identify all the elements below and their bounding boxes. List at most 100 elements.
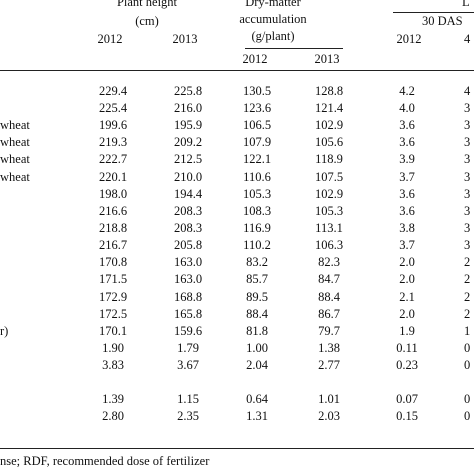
header-lai-rule xyxy=(393,12,474,13)
cell-dm-2012: 122.1 xyxy=(242,152,272,166)
cell-ph-2012: 172.5 xyxy=(98,307,128,321)
cell-ph-2012: 170.8 xyxy=(98,255,128,269)
cell-dm-2013: 118.9 xyxy=(315,152,343,166)
row-label: wheat xyxy=(0,118,30,132)
cell-dm-2013: 86.7 xyxy=(318,307,340,321)
header-lai-top: L xyxy=(462,0,470,9)
cell-dm-2013: 105.6 xyxy=(314,135,344,149)
cell-lai-2012: 0.15 xyxy=(396,409,418,423)
cell-dm-2013: 102.9 xyxy=(314,118,344,132)
cell-ph-2012: 225.4 xyxy=(98,101,128,115)
cell-ph-2013: 1.15 xyxy=(177,392,199,406)
cell-dm-2012: 88.4 xyxy=(246,307,268,321)
cell-lai-2013: 2 xyxy=(464,272,471,286)
cell-dm-2013: 107.5 xyxy=(314,170,344,184)
cell-lai-2013: 2 xyxy=(464,255,471,269)
header-plant-height-unit: (cm) xyxy=(135,14,159,28)
cell-dm-2012: 130.5 xyxy=(242,84,272,98)
cell-ph-2013: 2.35 xyxy=(177,409,199,423)
cell-dm-2012: 83.2 xyxy=(246,255,268,269)
cell-lai-2013: 1 xyxy=(464,324,471,338)
cell-ph-2012: 216.6 xyxy=(98,204,128,218)
cell-ph-2012: 219.3 xyxy=(98,135,128,149)
header-lai-sub: 30 DAS xyxy=(422,14,463,28)
cell-dm-2013: 105.3 xyxy=(314,204,344,218)
cell-dm-2013: 106.3 xyxy=(314,238,344,252)
header-bottom-rule xyxy=(0,70,474,71)
header-year-lai-2013: 4 xyxy=(464,32,471,46)
cell-lai-2013: 3 xyxy=(464,204,471,218)
cell-lai-2012: 3.9 xyxy=(399,152,415,166)
cell-ph-2013: 195.9 xyxy=(173,118,203,132)
cell-dm-2012: 106.5 xyxy=(242,118,272,132)
header-dry-matter: Dry-matter xyxy=(245,0,301,9)
cell-ph-2013: 165.8 xyxy=(173,307,203,321)
cell-lai-2012: 4.0 xyxy=(399,101,415,115)
cell-dm-2013: 121.4 xyxy=(314,101,344,115)
cell-ph-2012: 171.5 xyxy=(98,272,128,286)
cell-lai-2012: 0.23 xyxy=(396,358,418,372)
cell-lai-2013: 3 xyxy=(464,118,471,132)
cell-ph-2013: 1.79 xyxy=(177,341,199,355)
table-bottom-rule xyxy=(0,448,474,449)
cell-ph-2013: 194.4 xyxy=(173,187,203,201)
cell-dm-2012: 2.04 xyxy=(246,358,268,372)
header-plant-height: Plant height xyxy=(116,0,178,9)
cell-dm-2012: 1.00 xyxy=(246,341,268,355)
cell-dm-2012: 110.6 xyxy=(243,170,271,184)
cell-lai-2012: 3.6 xyxy=(399,204,415,218)
cell-lai-2013: 0 xyxy=(464,392,471,406)
cell-dm-2012: 108.3 xyxy=(242,204,272,218)
cell-ph-2013: 159.6 xyxy=(173,324,203,338)
cell-ph-2012: 229.4 xyxy=(98,84,128,98)
header-year-dm-2012: 2012 xyxy=(242,52,268,66)
cell-ph-2012: 3.83 xyxy=(102,358,124,372)
cell-ph-2013: 209.2 xyxy=(173,135,203,149)
cell-dm-2012: 0.64 xyxy=(246,392,268,406)
cell-lai-2013: 0 xyxy=(464,341,471,355)
cell-lai-2013: 3 xyxy=(464,221,471,235)
cell-dm-2012: 85.7 xyxy=(246,272,268,286)
cell-dm-2013: 82.3 xyxy=(318,255,340,269)
header-dry-matter-unit: (g/plant) xyxy=(251,29,295,43)
cell-lai-2012: 2.0 xyxy=(399,307,415,321)
cell-ph-2012: 218.8 xyxy=(98,221,128,235)
cell-lai-2012: 3.8 xyxy=(399,221,415,235)
header-year-ph-2012: 2012 xyxy=(97,32,123,46)
header-year-dm-2013: 2013 xyxy=(314,52,340,66)
row-label: wheat xyxy=(0,135,30,149)
cell-ph-2013: 212.5 xyxy=(173,152,203,166)
cell-ph-2013: 163.0 xyxy=(173,255,203,269)
cell-ph-2013: 163.0 xyxy=(173,272,203,286)
cell-ph-2013: 3.67 xyxy=(177,358,199,372)
cell-dm-2013: 2.77 xyxy=(318,358,340,372)
cell-dm-2012: 123.6 xyxy=(242,101,272,115)
cell-ph-2012: 1.90 xyxy=(102,341,124,355)
cell-lai-2012: 1.9 xyxy=(399,324,415,338)
cell-ph-2012: 172.9 xyxy=(98,290,128,304)
cell-dm-2013: 102.9 xyxy=(314,187,344,201)
cell-lai-2012: 4.2 xyxy=(399,84,415,98)
cell-dm-2013: 113.1 xyxy=(315,221,343,235)
table-footnote: nse; RDF, recommended dose of fertilizer xyxy=(0,454,210,468)
cell-dm-2013: 128.8 xyxy=(314,84,344,98)
cell-ph-2012: 170.1 xyxy=(98,324,128,338)
cell-ph-2012: 198.0 xyxy=(98,187,128,201)
cell-lai-2012: 0.11 xyxy=(396,341,418,355)
cell-ph-2013: 225.8 xyxy=(173,84,203,98)
cell-ph-2013: 208.3 xyxy=(173,221,203,235)
row-label: wheat xyxy=(0,170,30,184)
cell-dm-2012: 110.2 xyxy=(243,238,271,252)
cell-ph-2012: 2.80 xyxy=(102,409,124,423)
cell-lai-2013: 0 xyxy=(464,358,471,372)
cell-ph-2013: 208.3 xyxy=(173,204,203,218)
cell-ph-2013: 168.8 xyxy=(173,290,203,304)
cell-lai-2013: 3 xyxy=(464,101,471,115)
cell-dm-2013: 88.4 xyxy=(318,290,340,304)
cell-lai-2013: 3 xyxy=(464,187,471,201)
cell-lai-2013: 2 xyxy=(464,290,471,304)
cell-dm-2013: 84.7 xyxy=(318,272,340,286)
cell-lai-2013: 4 xyxy=(464,84,471,98)
cell-lai-2013: 2 xyxy=(464,307,471,321)
header-dm-rule xyxy=(245,48,343,49)
